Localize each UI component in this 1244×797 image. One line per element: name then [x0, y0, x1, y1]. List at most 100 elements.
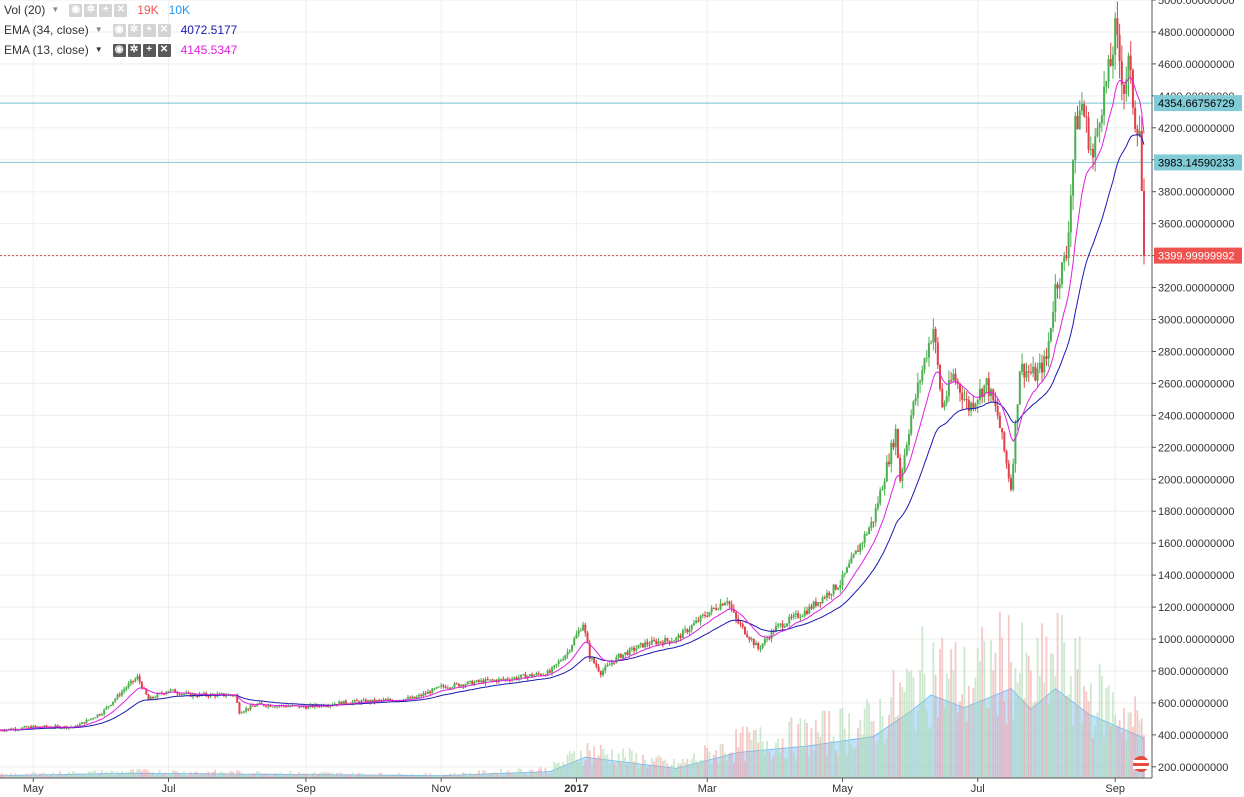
candle-body [36, 726, 39, 728]
volume-bar [604, 754, 607, 778]
candle-body [520, 674, 523, 678]
legend-vol-name[interactable]: Vol (20) [4, 3, 46, 17]
candle-body [76, 725, 79, 727]
candle-body [857, 550, 859, 552]
volume-bar [1021, 622, 1023, 778]
eye-icon[interactable]: ◉ [112, 23, 126, 37]
candle-body [939, 364, 942, 389]
volume-bar [167, 774, 170, 778]
candle-body [757, 643, 760, 649]
candle-body [289, 706, 292, 708]
volume-bar [307, 773, 310, 778]
candle-body [1014, 423, 1017, 465]
candle-body [103, 709, 106, 715]
candle-body [1085, 116, 1088, 118]
price-axis[interactable]: 200.00000000 400.00000000 600.00000000 800.… [1152, 0, 1234, 774]
volume-bar [220, 771, 223, 778]
volume-bar [901, 687, 904, 778]
candle-body [196, 695, 199, 697]
legend-ema13-name[interactable]: EMA (13, close) [4, 43, 89, 57]
candle-body [180, 693, 183, 695]
volume-bar [954, 642, 957, 778]
volume-bar [94, 770, 97, 778]
candle-body [919, 381, 922, 383]
candle-body [147, 694, 150, 700]
candle-body [418, 695, 421, 697]
volume-bar [83, 775, 86, 778]
close-icon[interactable]: ✕ [114, 3, 128, 17]
volume-bar [101, 769, 103, 778]
volume-bar [524, 773, 527, 778]
candle-body [730, 604, 733, 609]
gear-icon[interactable]: ✲ [127, 23, 141, 37]
tradingview-logo-icon[interactable] [1133, 756, 1149, 772]
plus-icon[interactable]: + [99, 3, 113, 17]
volume-bar [473, 774, 476, 778]
candle-body [440, 685, 443, 687]
candle-body [1054, 284, 1057, 312]
candle-body [531, 674, 534, 677]
candle-body [7, 728, 10, 730]
volume-bar [888, 714, 890, 778]
volume-bar [143, 769, 146, 778]
time-axis[interactable]: May Jul Sep Nov 2017 Mar May Jul Sep [23, 778, 1125, 795]
volume-bar [464, 772, 467, 778]
legend-ema34-name[interactable]: EMA (34, close) [4, 23, 89, 37]
volume-bar [992, 670, 995, 778]
volume-bar [879, 698, 882, 778]
candle-body [114, 698, 117, 702]
volume-bar [675, 769, 678, 778]
eye-icon[interactable]: ◉ [112, 43, 126, 57]
volume-bar [325, 772, 327, 778]
eye-icon[interactable]: ◉ [69, 3, 83, 17]
volume-bar [961, 694, 964, 778]
volume-bar [207, 771, 210, 778]
candle-body [582, 624, 585, 631]
horizontal-lines[interactable] [0, 102, 1152, 257]
chevron-down-icon[interactable]: ▼ [51, 5, 60, 14]
logo-stripe [1133, 766, 1149, 769]
volume-bar [792, 752, 795, 778]
volume-bar [21, 775, 24, 778]
volume-bar [1058, 693, 1061, 778]
candle-body [972, 402, 975, 408]
candle-body [92, 718, 95, 720]
candle-body [125, 687, 128, 690]
candle-body [768, 638, 771, 640]
volume-bar [1012, 719, 1015, 778]
candle-body [437, 686, 440, 688]
volume-bar [433, 775, 436, 778]
candle-body [579, 630, 582, 632]
volume-bar [435, 775, 438, 778]
candle-body [429, 691, 432, 694]
volume-bar [976, 648, 979, 778]
volume-bar [724, 753, 726, 778]
volume-bar [254, 774, 256, 778]
volume-bar [136, 768, 139, 778]
candle-body [752, 638, 755, 646]
plus-icon[interactable]: + [142, 23, 156, 37]
chevron-down-icon[interactable]: ▼ [94, 25, 103, 34]
volume-bar [411, 773, 414, 778]
gear-icon[interactable]: ✲ [84, 3, 98, 17]
candle-body [602, 670, 605, 675]
volume-bar [885, 737, 888, 778]
candle-body [606, 664, 609, 667]
volume-bar [54, 774, 57, 778]
candle-body [23, 726, 26, 728]
close-icon[interactable]: ✕ [157, 43, 171, 57]
candle-body [646, 642, 649, 645]
candle-body [934, 328, 937, 343]
volume-bar [877, 740, 879, 778]
close-icon[interactable]: ✕ [157, 23, 171, 37]
candle-body [1027, 371, 1030, 373]
volume-bar [1049, 653, 1052, 778]
volume-bar [338, 772, 341, 778]
volume-bar [657, 754, 660, 778]
plus-icon[interactable]: + [142, 43, 156, 57]
volume-bar [606, 754, 609, 778]
chevron-down-icon[interactable]: ▼ [94, 45, 103, 54]
candle-body [812, 601, 815, 609]
gear-icon[interactable]: ✲ [127, 43, 141, 57]
